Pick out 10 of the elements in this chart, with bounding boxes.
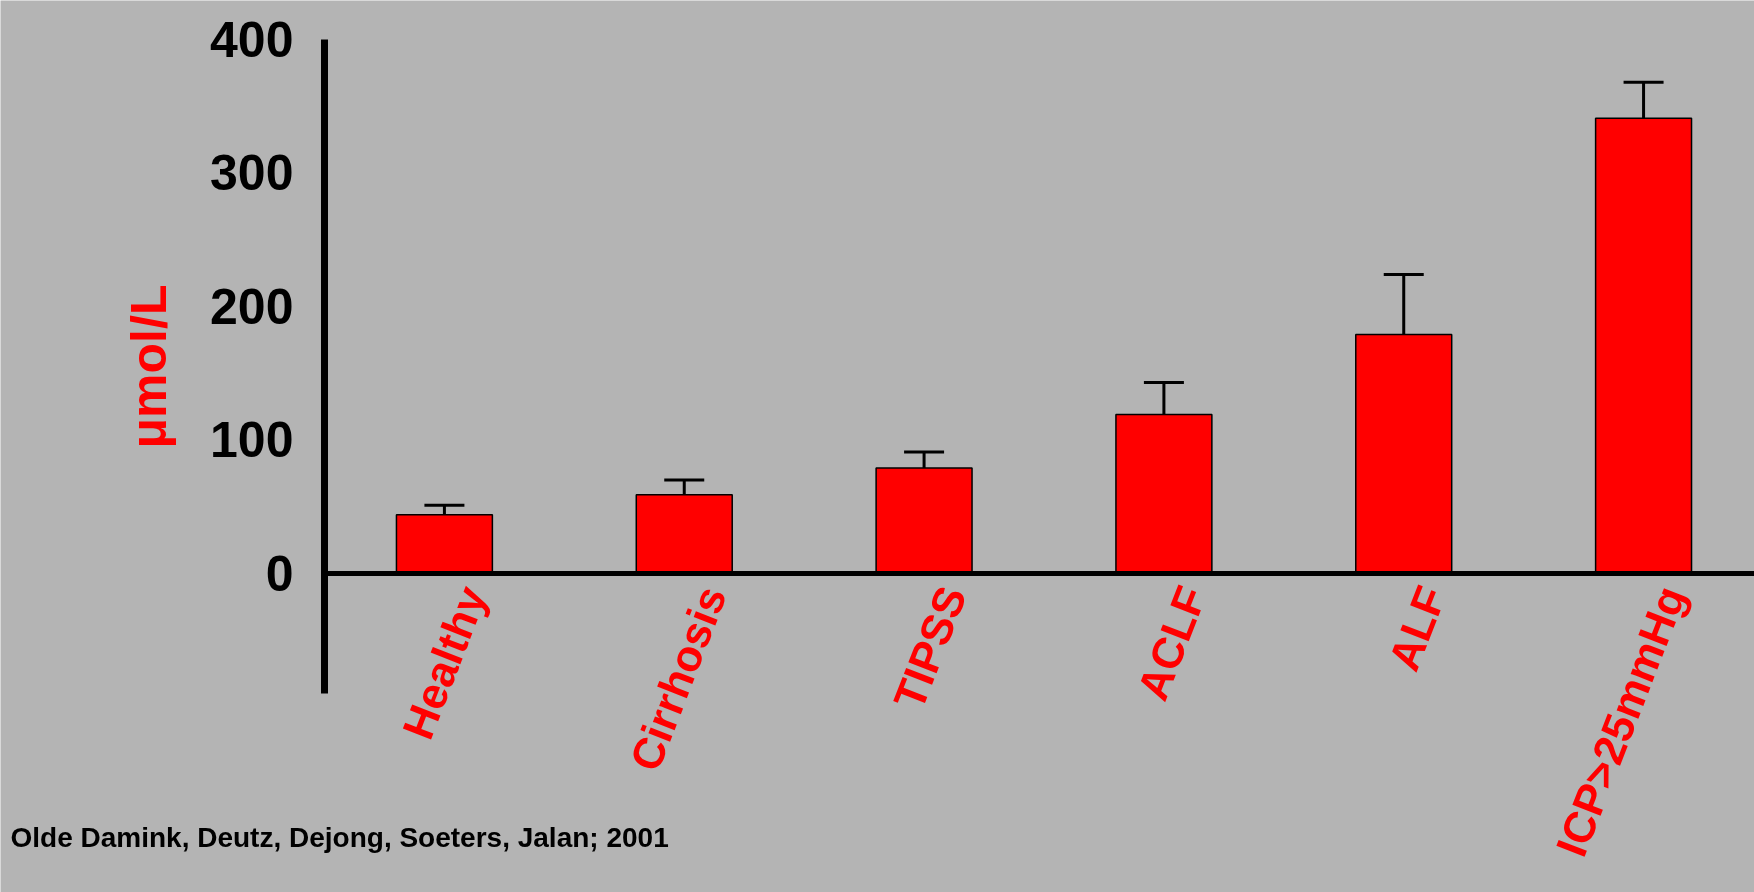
x-tick-label: ALF: [1378, 579, 1456, 677]
y-tick-label: 300: [210, 145, 294, 202]
x-tick-label: TIPSS: [883, 579, 976, 716]
y-axis-title: μmol/L: [121, 284, 178, 449]
y-tick-label: 0: [265, 545, 294, 602]
y-tick-label: 200: [210, 278, 294, 335]
text: Olde Damink, Deutz, Dejong, Soeters, Jalan; 2001: [10, 821, 669, 853]
y-tick-label: 400: [210, 12, 294, 68]
x-tick-label: ACLF: [1127, 579, 1216, 707]
y-tick-label: 100: [210, 412, 294, 469]
